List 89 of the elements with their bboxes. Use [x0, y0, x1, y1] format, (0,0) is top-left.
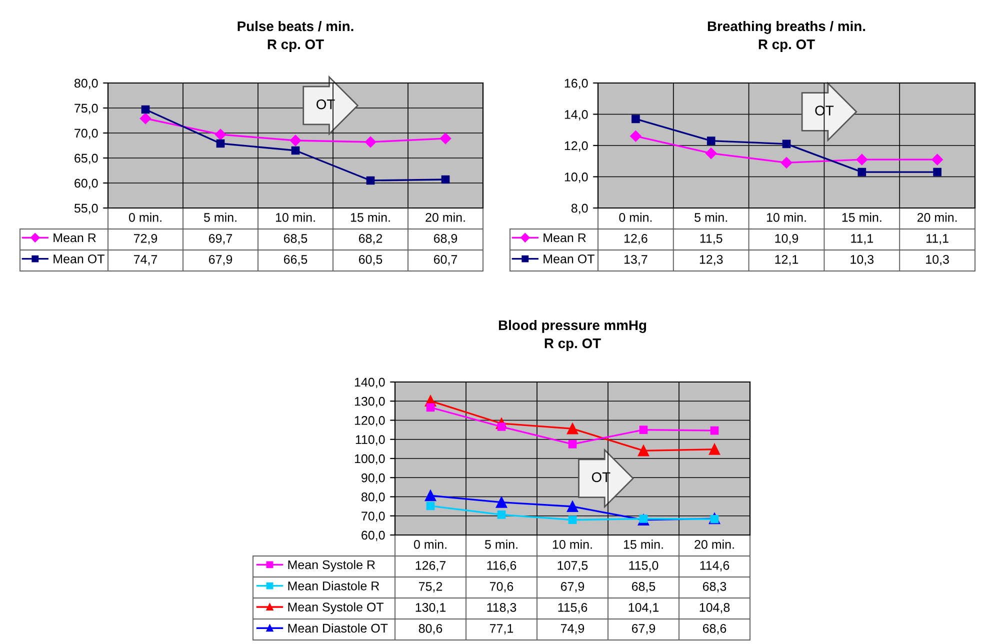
y-tick-label: 70,0: [74, 128, 98, 140]
legend-label: Mean R: [54, 233, 96, 242]
chart-subtitle: R cp. OT: [758, 39, 815, 52]
x-tick-label: 20 min.: [694, 540, 734, 549]
data-label: 68,3: [702, 582, 726, 592]
data-label: 68,2: [358, 234, 382, 244]
x-tick-label: 10 min.: [766, 212, 806, 222]
data-label: 13,7: [624, 255, 648, 266]
data-label: 68,5: [284, 234, 308, 244]
x-tick-label: 15 min.: [350, 212, 390, 222]
data-label: 67,9: [632, 624, 656, 634]
data-label: 10,9: [775, 234, 798, 244]
data-label: 12,3: [700, 255, 723, 266]
data-label: 10,3: [926, 255, 949, 266]
data-label: 67,9: [208, 255, 232, 266]
x-tick-label: 15 min.: [624, 540, 663, 549]
y-tick-label: 140,0: [354, 378, 385, 388]
data-label: 60,7: [434, 255, 458, 266]
legend-label: Mean OT: [544, 254, 594, 264]
y-tick-label: 120,0: [354, 416, 385, 426]
data-label: 68,9: [434, 234, 458, 244]
data-label: 116,6: [487, 561, 516, 572]
data-label: 11,1: [851, 234, 873, 244]
x-tick-label: 0 min.: [619, 212, 652, 222]
data-label: 118,3: [487, 603, 516, 614]
x-tick-label: 10 min.: [552, 540, 592, 549]
data-label: 70,6: [490, 582, 514, 592]
y-tick-label: 60,0: [74, 178, 98, 190]
data-label: 74,9: [560, 624, 584, 634]
x-tick-label: 0 min.: [128, 212, 162, 222]
data-label: 107,5: [558, 561, 588, 572]
chart-title: Pulse beats / min.: [238, 20, 354, 32]
y-tick-label: 65,0: [74, 154, 98, 164]
data-label: 68,6: [702, 624, 726, 634]
data-label: 72,9: [134, 234, 158, 244]
data-label: 74,7: [134, 255, 158, 266]
y-tick-label: 110,0: [356, 435, 385, 446]
data-label: 12,1: [775, 255, 798, 266]
data-label: 104,8: [700, 603, 730, 614]
x-tick-label: 10 min.: [276, 212, 315, 222]
x-tick-label: 5 min.: [484, 540, 518, 549]
data-label: 126,7: [416, 561, 446, 572]
data-label: 104,1: [628, 603, 659, 614]
data-label: 75,2: [418, 582, 442, 592]
y-tick-label: 55,0: [74, 204, 98, 214]
data-label: 12,6: [624, 234, 648, 244]
data-label: 80,6: [418, 624, 442, 634]
y-tick-label: 80,0: [74, 78, 98, 90]
data-label: 77,1: [490, 624, 514, 634]
legend-label: Mean Systole OT: [288, 602, 384, 614]
y-tick-label: 90,0: [362, 473, 385, 484]
data-label: 69,7: [208, 234, 232, 244]
y-tick-label: 10,0: [564, 172, 588, 183]
data-label: 130,1: [416, 603, 446, 614]
legend-label: Mean Diastole R: [288, 581, 380, 590]
data-label: 11,1: [926, 234, 948, 244]
data-label: 68,5: [632, 582, 656, 592]
y-tick-label: 75,0: [74, 104, 98, 114]
legend-label: Mean R: [544, 233, 586, 242]
data-label: 114,6: [700, 561, 730, 572]
x-tick-label: 15 min.: [842, 212, 882, 222]
data-label: 115,6: [558, 603, 588, 614]
data-label: 66,5: [284, 255, 308, 266]
x-tick-label: 20 min.: [426, 212, 465, 222]
chart-subtitle: R cp. OT: [268, 39, 324, 52]
chart-title: Breathing breaths / min.: [708, 20, 866, 34]
y-tick-label: 100,0: [354, 454, 385, 465]
y-tick-label: 130,0: [354, 396, 385, 408]
chart-title: Blood pressure mmHg: [498, 320, 646, 333]
data-label: 10,3: [850, 255, 874, 266]
data-label: 60,5: [358, 255, 382, 266]
chart-subtitle: R cp. OT: [544, 338, 601, 351]
legend-label: Mean Diastole OT: [288, 623, 388, 633]
y-tick-label: 12,0: [564, 141, 588, 152]
y-tick-label: 60,0: [362, 530, 385, 542]
legend-label: Mean OT: [54, 254, 104, 264]
x-tick-label: 5 min.: [694, 212, 727, 222]
y-tick-label: 80,0: [361, 492, 385, 503]
y-tick-label: 70,0: [362, 512, 385, 522]
y-tick-label: 16,0: [564, 78, 588, 90]
y-tick-label: 8,0: [571, 204, 588, 214]
x-tick-label: 5 min.: [204, 212, 236, 222]
data-label: 115,0: [629, 561, 658, 572]
data-label: 67,9: [560, 582, 584, 592]
x-tick-label: 0 min.: [414, 540, 446, 549]
x-tick-label: 20 min.: [917, 212, 957, 222]
legend-label: Mean Systole R: [288, 560, 375, 572]
y-tick-label: 14,0: [564, 110, 588, 120]
data-label: 11,5: [700, 234, 722, 244]
